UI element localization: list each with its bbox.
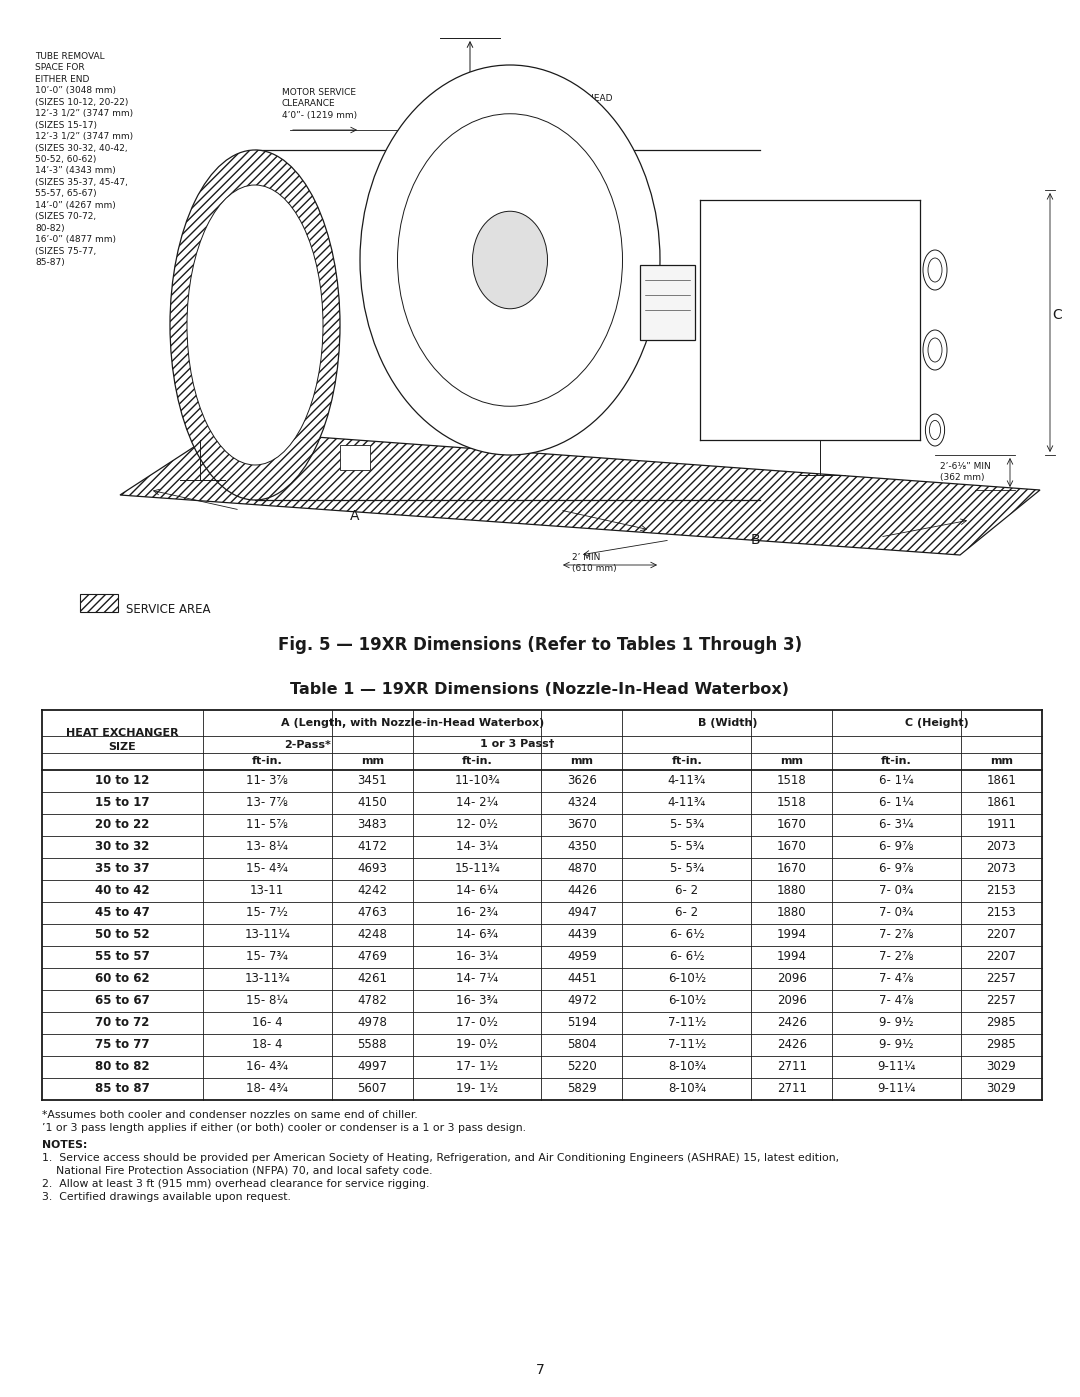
Text: 35 to 37: 35 to 37 [95, 862, 150, 876]
Text: 6- 9⅞: 6- 9⅞ [879, 862, 914, 876]
Text: 9- 9½: 9- 9½ [879, 1038, 914, 1052]
Text: ft-in.: ft-in. [672, 757, 702, 767]
Text: 16- 2¾: 16- 2¾ [456, 907, 498, 919]
Text: 7-11½: 7-11½ [667, 1017, 706, 1030]
Ellipse shape [360, 66, 660, 455]
Text: ft-in.: ft-in. [881, 757, 912, 767]
Text: 15 to 17: 15 to 17 [95, 796, 150, 809]
Text: 4350: 4350 [567, 841, 597, 854]
Text: A (Length, with Nozzle-in-Head Waterbox): A (Length, with Nozzle-in-Head Waterbox) [281, 718, 544, 728]
Text: 5194: 5194 [567, 1017, 597, 1030]
Text: 2073: 2073 [987, 862, 1016, 876]
Text: 2257: 2257 [986, 995, 1016, 1007]
Text: 4242: 4242 [357, 884, 387, 897]
Text: 1670: 1670 [777, 841, 807, 854]
Text: 15- 7¾: 15- 7¾ [246, 950, 288, 964]
Text: 4-11¾: 4-11¾ [667, 796, 706, 809]
Text: 2985: 2985 [987, 1038, 1016, 1052]
Text: 2153: 2153 [987, 884, 1016, 897]
Text: 40 to 42: 40 to 42 [95, 884, 150, 897]
Text: 4769: 4769 [357, 950, 387, 964]
Text: C (Height): C (Height) [905, 718, 969, 728]
Text: SERVICE AREA: SERVICE AREA [126, 604, 211, 616]
Text: NOTES:: NOTES: [42, 1140, 87, 1150]
Text: 2096: 2096 [777, 995, 807, 1007]
Text: 3029: 3029 [987, 1060, 1016, 1073]
Text: 12- 0½: 12- 0½ [456, 819, 498, 831]
Text: 45 to 47: 45 to 47 [95, 907, 150, 919]
Text: 6- 6½: 6- 6½ [670, 950, 704, 964]
Text: 15- 4¾: 15- 4¾ [246, 862, 288, 876]
Text: 17- 1½: 17- 1½ [456, 1060, 498, 1073]
Text: 5- 5¾: 5- 5¾ [670, 862, 704, 876]
Text: 1518: 1518 [777, 796, 807, 809]
Text: 4693: 4693 [357, 862, 387, 876]
Text: 3029: 3029 [987, 1083, 1016, 1095]
Text: 6- 1¼: 6- 1¼ [879, 796, 914, 809]
Text: 4439: 4439 [567, 929, 597, 942]
Text: 2073: 2073 [987, 841, 1016, 854]
Polygon shape [120, 430, 1040, 555]
Text: 3483: 3483 [357, 819, 387, 831]
Text: 6- 6½: 6- 6½ [670, 929, 704, 942]
Text: 1518: 1518 [777, 774, 807, 788]
Text: ft-in.: ft-in. [461, 757, 492, 767]
Text: 5804: 5804 [567, 1038, 597, 1052]
Text: mm: mm [570, 757, 593, 767]
Text: 9-11¼: 9-11¼ [877, 1083, 916, 1095]
Text: 1670: 1670 [777, 862, 807, 876]
Text: 70 to 72: 70 to 72 [95, 1017, 150, 1030]
Text: A: A [350, 509, 360, 522]
Ellipse shape [923, 330, 947, 370]
Text: 10 to 12: 10 to 12 [95, 774, 150, 788]
Text: 20 to 22: 20 to 22 [95, 819, 150, 831]
Text: B (Width): B (Width) [698, 718, 757, 728]
Text: 80 to 82: 80 to 82 [95, 1060, 150, 1073]
Text: 8-10¾: 8-10¾ [667, 1060, 706, 1073]
Text: 2426: 2426 [777, 1017, 807, 1030]
Text: 6- 9⅞: 6- 9⅞ [879, 841, 914, 854]
Text: B: B [751, 534, 760, 548]
Ellipse shape [187, 184, 323, 465]
Text: 9- 9½: 9- 9½ [879, 1017, 914, 1030]
Text: 4150: 4150 [357, 796, 387, 809]
Text: 4426: 4426 [567, 884, 597, 897]
Text: HEAT EXCHANGER
SIZE: HEAT EXCHANGER SIZE [66, 728, 179, 752]
Text: 4324: 4324 [567, 796, 597, 809]
Text: MOTOR SERVICE
CLEARANCE
4’0”- (1219 mm): MOTOR SERVICE CLEARANCE 4’0”- (1219 mm) [282, 88, 357, 120]
Ellipse shape [930, 420, 941, 440]
Text: 5607: 5607 [357, 1083, 387, 1095]
Ellipse shape [926, 414, 945, 446]
Text: 6- 3¼: 6- 3¼ [879, 819, 914, 831]
Text: 19- 1½: 19- 1½ [456, 1083, 498, 1095]
Text: 1.  Service access should be provided per American Society of Heating, Refrigera: 1. Service access should be provided per… [42, 1153, 839, 1162]
Text: 1861: 1861 [986, 796, 1016, 809]
Text: 7- 0¾: 7- 0¾ [879, 884, 914, 897]
Text: 1670: 1670 [777, 819, 807, 831]
Text: 5220: 5220 [567, 1060, 597, 1073]
Text: ft-in.: ft-in. [252, 757, 283, 767]
Text: 2’-6⅛” MIN
(362 mm): 2’-6⅛” MIN (362 mm) [940, 462, 990, 482]
Text: ’1 or 3 pass length applies if either (or both) cooler or condenser is a 1 or 3 : ’1 or 3 pass length applies if either (o… [42, 1123, 526, 1133]
Text: 4248: 4248 [357, 929, 387, 942]
Text: TUBE REMOVAL
SPACE FOR
EITHER END
10’-0” (3048 mm)
(SIZES 10-12, 20-22)
12’-3 1/: TUBE REMOVAL SPACE FOR EITHER END 10’-0”… [35, 52, 133, 267]
Text: 3670: 3670 [567, 819, 597, 831]
Text: 2207: 2207 [986, 950, 1016, 964]
Ellipse shape [397, 113, 622, 407]
Text: 1994: 1994 [777, 929, 807, 942]
Text: mm: mm [361, 757, 383, 767]
Text: 18- 4¾: 18- 4¾ [246, 1083, 288, 1095]
Text: 4451: 4451 [567, 972, 597, 985]
Text: 4172: 4172 [357, 841, 387, 854]
Text: 65 to 67: 65 to 67 [95, 995, 150, 1007]
Text: 11- 3⅞: 11- 3⅞ [246, 774, 288, 788]
Text: 4261: 4261 [357, 972, 387, 985]
Text: 9-11¼: 9-11¼ [877, 1060, 916, 1073]
Text: 7- 2⅞: 7- 2⅞ [879, 950, 914, 964]
Text: 60 to 62: 60 to 62 [95, 972, 150, 985]
Text: 2’ MIN
(610 mm): 2’ MIN (610 mm) [572, 553, 617, 573]
Text: 3451: 3451 [357, 774, 387, 788]
Text: 14- 6¾: 14- 6¾ [456, 929, 498, 942]
Text: 13- 8¼: 13- 8¼ [246, 841, 288, 854]
Text: 6-10½: 6-10½ [667, 972, 706, 985]
